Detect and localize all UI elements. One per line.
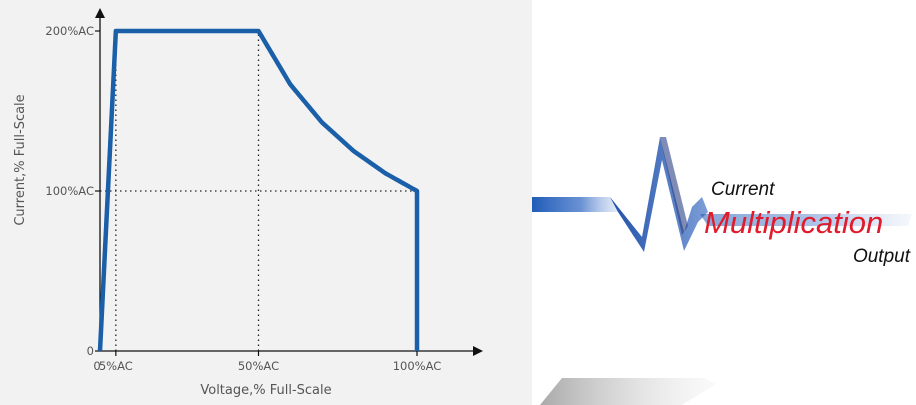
logo-word-current: Current (711, 179, 775, 200)
x-axis-arrow (473, 346, 483, 356)
x-tick-label: 50%AC (238, 359, 279, 373)
x-axis-title: Voltage,% Full-Scale (200, 383, 331, 398)
x-tick-label: 5%AC (99, 359, 133, 373)
y-axis-title: Current,% Full-Scale (13, 94, 28, 225)
logo-word-multiplication: Multiplication (704, 205, 883, 240)
series-line-0 (97, 28, 420, 352)
current-multiplication-graphic: Current Multiplication Output (532, 137, 912, 405)
y-tick-label: 100%AC (45, 184, 94, 198)
y-tick-label: 0 (87, 344, 94, 358)
guide-lines (100, 31, 417, 351)
chart-panel: 0 100%AC 200%AC 0 5%AC 50%AC 100%AC Voltage,% … (0, 0, 532, 405)
y-tick-label: 200%AC (45, 24, 94, 38)
signal-band-right (700, 214, 912, 226)
y-axis-arrow (95, 8, 105, 18)
x-tick-label: 100%AC (393, 359, 442, 373)
axes (95, 8, 483, 356)
floor-shadow (540, 378, 716, 405)
logo-word-output: Output (853, 246, 911, 267)
x-tick-label: 0 (93, 359, 100, 373)
series-layer (97, 28, 420, 352)
zigzag-wave-icon (610, 137, 708, 252)
signal-band-left (532, 197, 622, 212)
wave-shadow (660, 137, 688, 235)
